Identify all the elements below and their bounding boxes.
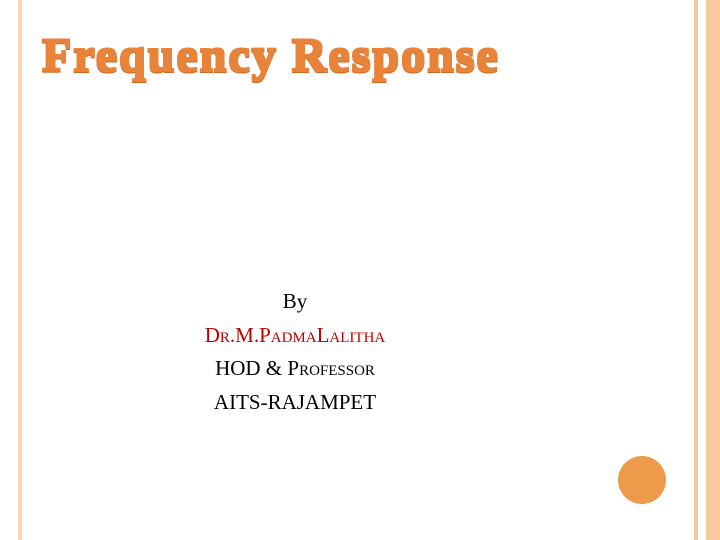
left-decorative-stripe [18,0,22,540]
author-institution: AITS-RAJAMPET [140,386,450,420]
author-role: HOD & Professor [140,352,450,386]
right-decorative-stripe-outer [706,0,720,540]
right-decorative-stripe-inner [694,0,698,540]
author-block: By Dr.M.PadmaLalitha HOD & Professor AIT… [140,285,450,419]
author-name: Dr.M.PadmaLalitha [140,319,450,353]
slide-title: Frequency Response [42,28,500,83]
by-line: By [140,285,450,319]
decorative-circle [618,456,666,504]
